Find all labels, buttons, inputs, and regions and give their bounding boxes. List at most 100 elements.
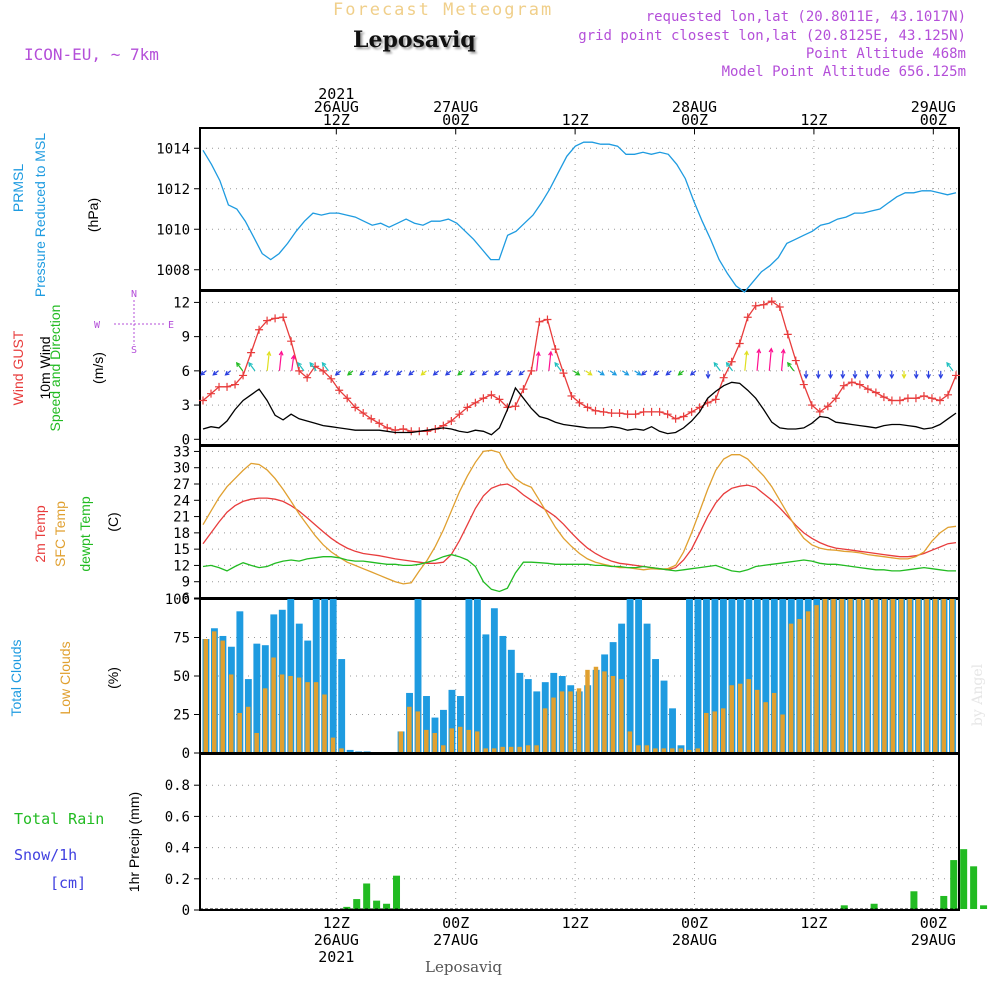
wind-direction-arrowhead: [278, 350, 284, 356]
wind-direction-arrowhead: [395, 370, 401, 376]
wind-gust-line-marker: [303, 373, 312, 382]
low-cloud-bar: [814, 605, 819, 752]
wind-gust-line-marker: [791, 356, 800, 365]
wind-gust-line-marker: [207, 389, 216, 398]
low-cloud-bar: [754, 689, 760, 752]
wind-direction-arrowhead: [877, 374, 882, 380]
grid-point-coords: grid point closest lon,lat (20.8125E, 43…: [578, 28, 966, 44]
wind-gust-line-marker: [927, 394, 936, 403]
low-cloud-bar: [220, 640, 225, 752]
low-cloud-bar: [856, 599, 862, 752]
low-cloud-bar: [330, 737, 336, 752]
wind-direction-arrowhead: [713, 361, 719, 367]
wind-direction-arrowhead: [444, 370, 450, 376]
total-cloud-bar: [753, 599, 761, 752]
low-cloud-bar: [576, 688, 582, 752]
wind-direction-arrowhead: [901, 374, 907, 380]
total-cloud-bar: [423, 696, 430, 752]
low-cloud-bar: [441, 745, 446, 752]
low-cloud-bar: [899, 599, 904, 752]
wind-gust-line-marker: [615, 409, 624, 418]
wind-gust-line-marker: [639, 407, 648, 416]
wind-gust-line-marker: [903, 394, 912, 403]
low-cloud-bar: [500, 746, 505, 752]
wind-gust-line-marker: [543, 315, 552, 324]
wind-direction-arrowhead: [744, 350, 749, 356]
low-cloud-bar: [211, 631, 217, 752]
clouds-ytick-label: 50: [173, 669, 190, 685]
wind-10m-line: [202, 381, 957, 436]
total-cloud-bar: [287, 599, 295, 752]
wind-gust-line-marker: [231, 380, 240, 389]
total-cloud-bar: [499, 635, 507, 752]
wind-gust-line-marker: [279, 313, 288, 322]
wind-direction-arrow: [297, 362, 305, 372]
wind-gust-line-marker: [343, 394, 352, 403]
wind-gust-line-marker: [607, 409, 616, 418]
total-cloud-bar: [253, 643, 261, 752]
low-cloud-bar: [627, 731, 633, 752]
temp-ytick-label: 9: [182, 575, 190, 591]
wind-direction-arrowhead: [587, 371, 593, 376]
wind-direction-arrowhead: [535, 351, 541, 357]
low-cloud-bar: [746, 679, 751, 752]
snow-unit-label: [cm]: [50, 874, 87, 892]
temp-dewpt-line: [202, 553, 956, 593]
low-cloud-bar: [551, 697, 556, 752]
rain-bar: [960, 849, 968, 909]
compass-south: S: [131, 345, 138, 356]
wind-direction-arrowhead: [636, 371, 642, 376]
wind-gust-line-marker: [679, 412, 688, 421]
wind-direction-arrowhead: [889, 374, 895, 380]
wind-direction-arrow: [713, 362, 721, 372]
wind-gust-line-marker: [807, 401, 816, 410]
wind-direction-arrowhead: [321, 361, 327, 367]
total-cloud-bar: [626, 599, 634, 752]
low-cloud-bar: [508, 746, 514, 752]
total-cloud-bar: [329, 599, 337, 752]
wind-direction-arrow: [554, 362, 562, 372]
precip-ytick-label: 0.4: [165, 841, 190, 857]
low-cloud-bar: [695, 748, 701, 752]
low-cloud-bar: [262, 688, 268, 752]
low-cloud-bar: [780, 714, 785, 752]
wind-gust-line-marker: [495, 395, 504, 404]
rain-bar: [980, 905, 988, 909]
low-cloud-bar: [763, 702, 768, 752]
compass-arrows-icon: [114, 300, 166, 345]
wind-gust-line-marker: [839, 381, 848, 390]
low-cloud-bar: [415, 711, 421, 752]
wind-direction-arrow: [291, 355, 295, 371]
rain-bar: [363, 883, 371, 909]
total-cloud-bar: [635, 599, 643, 752]
wind-direction-arrow: [309, 362, 317, 372]
wind-gust-line-marker: [351, 403, 360, 412]
wind-direction-arrow: [744, 351, 748, 371]
time-axis-top-label: 29AUG: [911, 98, 956, 116]
wind-gust-line-marker: [799, 380, 808, 389]
wind-direction-arrowhead: [334, 370, 340, 376]
wind-direction-arrowhead: [787, 361, 792, 367]
rain-bar: [970, 866, 978, 909]
temp-ytick-label: 33: [173, 444, 190, 460]
low-cloud-bar: [322, 694, 327, 752]
wind-gust-line-marker: [623, 410, 632, 419]
wind-direction-arrowhead: [469, 370, 475, 376]
total-cloud-bar: [711, 599, 719, 752]
low-cloud-bar: [288, 676, 293, 752]
total-cloud-bar: [643, 623, 651, 752]
total-cloud-bar: [686, 599, 693, 752]
pressure-line: [202, 141, 957, 293]
wind-direction-arrowhead: [224, 370, 230, 376]
pressure-ytick-label: 1008: [156, 263, 190, 279]
low-cloud-bar: [687, 749, 692, 752]
wind-direction-arrow: [548, 351, 552, 371]
low-cloud-bar: [457, 726, 463, 752]
wind-gust-line-marker: [527, 366, 536, 375]
total-cloud-bar: [719, 599, 727, 752]
time-axis-bottom-label: 27AUG: [433, 931, 478, 949]
wind-direction-arrowhead: [665, 370, 671, 376]
low-cloud-bar: [788, 623, 794, 752]
wind-gust-line-marker: [759, 300, 768, 309]
wind-gust-line-marker: [831, 394, 840, 403]
